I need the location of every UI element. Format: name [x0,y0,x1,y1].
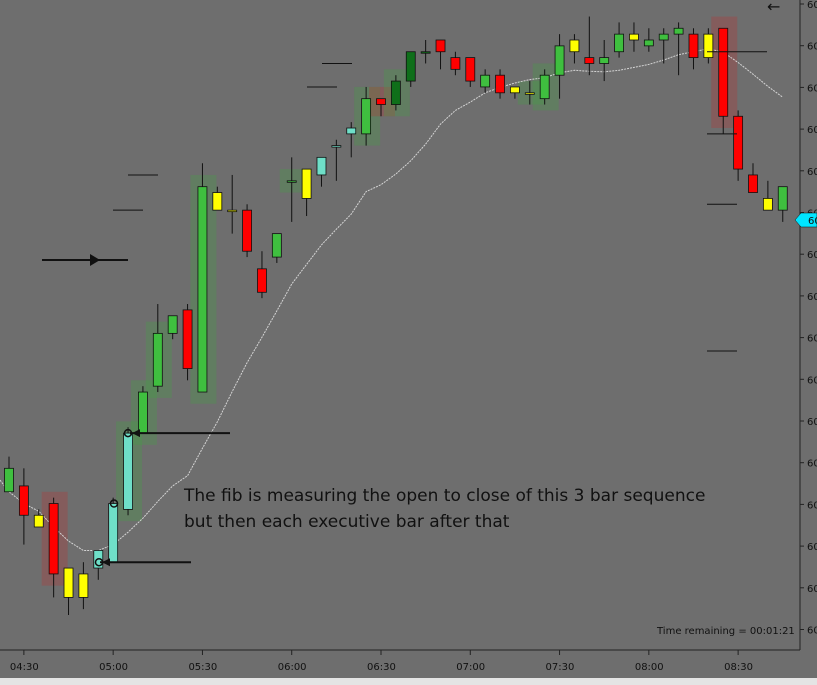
candle-body [376,98,386,105]
candle-body [688,33,699,59]
annotation-line-2: but then each executive bar after that [184,512,510,532]
time-axis[interactable]: 04:30 05:00 05:30 06:00 06:30 07:00 07:30 08:00… [10,650,753,673]
candles-layer [4,16,788,615]
price-tick-label: 60 [807,417,817,428]
candle-body [614,33,624,53]
pointer-arrowhead-upper-icon [132,429,140,438]
candle-body [167,315,178,334]
level-lines-layer [113,51,767,352]
candle-body [629,33,639,41]
candle-body [346,127,357,135]
candle-body [718,27,729,117]
candle-body [212,192,223,211]
candle-body [361,98,372,135]
fib-anchor-marker [109,499,119,508]
candle-body [584,57,595,64]
time-tick-label: 06:30 [367,662,396,673]
candle-body [420,51,431,54]
candle-body [539,74,550,100]
price-tick-label: 60 [807,626,817,637]
candle-body [450,57,461,70]
price-tick-label: 60 [807,167,817,178]
time-remaining-label: Time remaining = 00:01:21 [656,626,795,637]
candle-body [435,39,446,53]
candle-body [762,198,773,211]
candle-body [748,174,758,193]
candle-body [197,186,208,393]
time-tick-label: 06:00 [278,662,307,673]
candle-body [599,57,610,64]
price-tick-label: 60 [807,83,817,94]
moving-average-layer [0,48,784,551]
time-tick-label: 07:00 [456,662,485,673]
candle-body [242,209,252,252]
candle-body [138,391,148,434]
candle-body [257,268,267,293]
candle-body [777,186,788,211]
candle-body [673,27,684,35]
price-tick-label: 60 [807,542,817,553]
moving-average-line [0,48,784,551]
candle-body [123,432,133,510]
bottom-footer-strip [0,678,817,685]
current-price-tag: 60 [794,212,817,228]
candle-body [465,57,476,82]
price-tick-label: 60 [807,0,817,11]
candle-body [733,115,744,170]
candle-body [480,74,491,88]
fib-anchor-marker [94,557,104,567]
candle-body [331,145,342,148]
candle-body [182,309,193,369]
candle-body [33,514,44,528]
time-tick-label: 04:30 [10,662,39,673]
current-price-label: 60 [808,216,817,227]
price-tick-label: 60 [807,334,817,345]
candle-body [316,156,327,176]
candle-body [271,233,282,258]
price-tick-label: 60 [807,250,817,261]
candle-body [658,33,669,41]
candle-body [108,503,119,563]
fib-anchor-marker [123,428,133,438]
candle-body [495,74,505,94]
candle-body [703,33,714,59]
candle-body [152,332,163,387]
price-tick-label: 60 [807,42,817,53]
candle-body [63,567,74,598]
time-tick-label: 08:30 [724,662,753,673]
candle-body [48,503,59,575]
price-tick-label: 60 [807,500,817,511]
time-tick-label: 07:30 [546,662,575,673]
price-tick-label: 60 [807,292,817,303]
candle-body [18,485,29,516]
annotation-line-1: The fib is measuring the open to close o… [183,486,705,506]
arrows-layer [42,254,230,567]
time-tick-label: 05:30 [188,662,217,673]
candle-body [554,45,565,76]
candle-body [405,51,416,82]
candle-body [227,209,238,213]
candle-body [286,180,297,183]
candle-body [569,39,580,53]
pointer-arrowhead-lower-icon [102,558,110,567]
candle-body [301,168,312,199]
price-tick-label: 60 [807,375,817,386]
back-arrow-icon[interactable]: ← [767,0,780,16]
candle-body [4,467,14,493]
candle-body [510,86,520,94]
candle-body [390,80,401,105]
time-tick-label: 08:00 [635,662,664,673]
price-tick-label: 60 [807,584,817,595]
candle-body [643,39,654,47]
left-arrowhead-icon [90,254,100,267]
candle-body [78,573,89,598]
price-tick-label: 60 [807,459,817,470]
candle-body [524,92,535,95]
time-tick-label: 05:00 [99,662,128,673]
price-tick-label: 60 [807,125,817,136]
